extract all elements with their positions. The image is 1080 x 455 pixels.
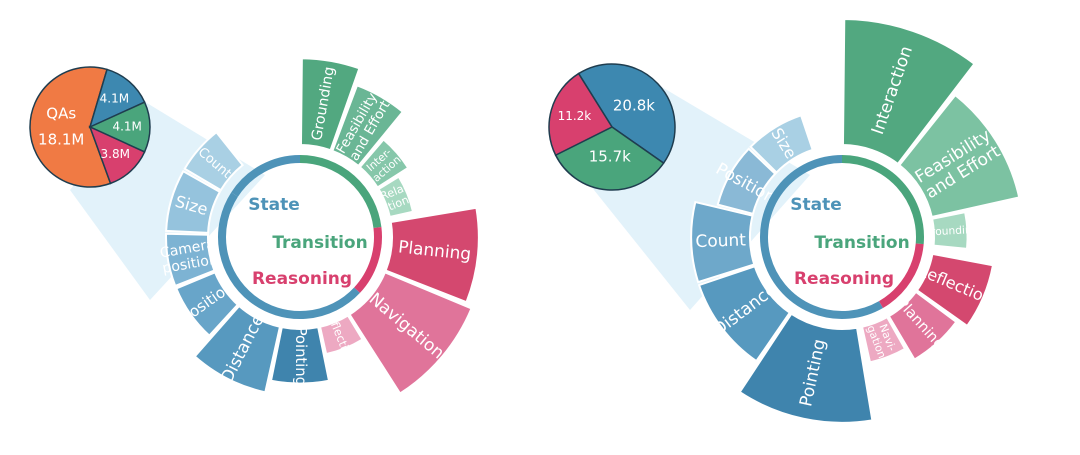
segment-distance (193, 304, 282, 394)
pie-label-1: 4.1M (100, 91, 129, 105)
category-ring-state (218, 192, 360, 319)
segment-reflection (318, 314, 364, 356)
segment-label-grounding: Grounding (922, 223, 978, 239)
segment-planning (887, 290, 958, 361)
pie-label-3: 3.8M (101, 147, 130, 161)
segment-camera-position (165, 232, 216, 288)
pie-title: QAs (46, 104, 76, 122)
segment-size (749, 114, 814, 174)
segment-label-pointing: Pointing (292, 327, 309, 386)
segment-label-count: Count (695, 230, 746, 252)
category-ring-transition (299, 155, 382, 229)
segment-count (690, 200, 756, 284)
pie-label-0: 20.8k (613, 97, 655, 115)
segment-navigation (348, 271, 473, 395)
pie-slice-1 (554, 126, 665, 191)
segment-pointing (269, 326, 331, 385)
category-ring-transition (841, 155, 924, 245)
pie-label-1: 15.7k (589, 148, 631, 166)
category-ring-state (231, 155, 301, 197)
category-ring-reasoning (878, 243, 924, 309)
category-label-reasoning: Reasoning (794, 269, 894, 289)
segment-pointing (738, 312, 874, 424)
segment-rela-tion (377, 175, 415, 219)
category-ring-state (760, 155, 883, 319)
category-label-state: State (248, 195, 300, 215)
category-ring-reasoning (354, 227, 382, 293)
segment-navi-gation (860, 315, 907, 364)
segment-distance (697, 265, 792, 363)
segment-grounding (299, 57, 361, 152)
segment-position (174, 271, 240, 338)
segment-feasibility-and-effort (897, 93, 1021, 219)
category-label-transition: Transition (272, 233, 367, 253)
segment-planning (384, 206, 480, 304)
segment-feasibility-and-effort (331, 84, 405, 168)
category-label-transition: Transition (814, 233, 909, 253)
pie-slice-3 (88, 125, 146, 185)
category-label-state: State (790, 195, 842, 215)
segment-interaction (841, 18, 976, 166)
segment-grounding (931, 210, 969, 250)
pie-slice-2 (548, 72, 614, 157)
pie-label-2: 11.2k (558, 109, 592, 123)
pie-slice-0 (29, 66, 112, 188)
category-label-reasoning: Reasoning (252, 269, 352, 289)
pie-slice-0 (577, 63, 676, 165)
segment-position (716, 147, 777, 216)
segment-inter-action (358, 138, 410, 189)
segment-count (183, 130, 245, 192)
pie-label-2: 4.1M (112, 120, 141, 134)
segment-size (165, 169, 222, 234)
pie-label-0: 18.1M (38, 130, 84, 148)
segment-reflection (915, 252, 995, 328)
